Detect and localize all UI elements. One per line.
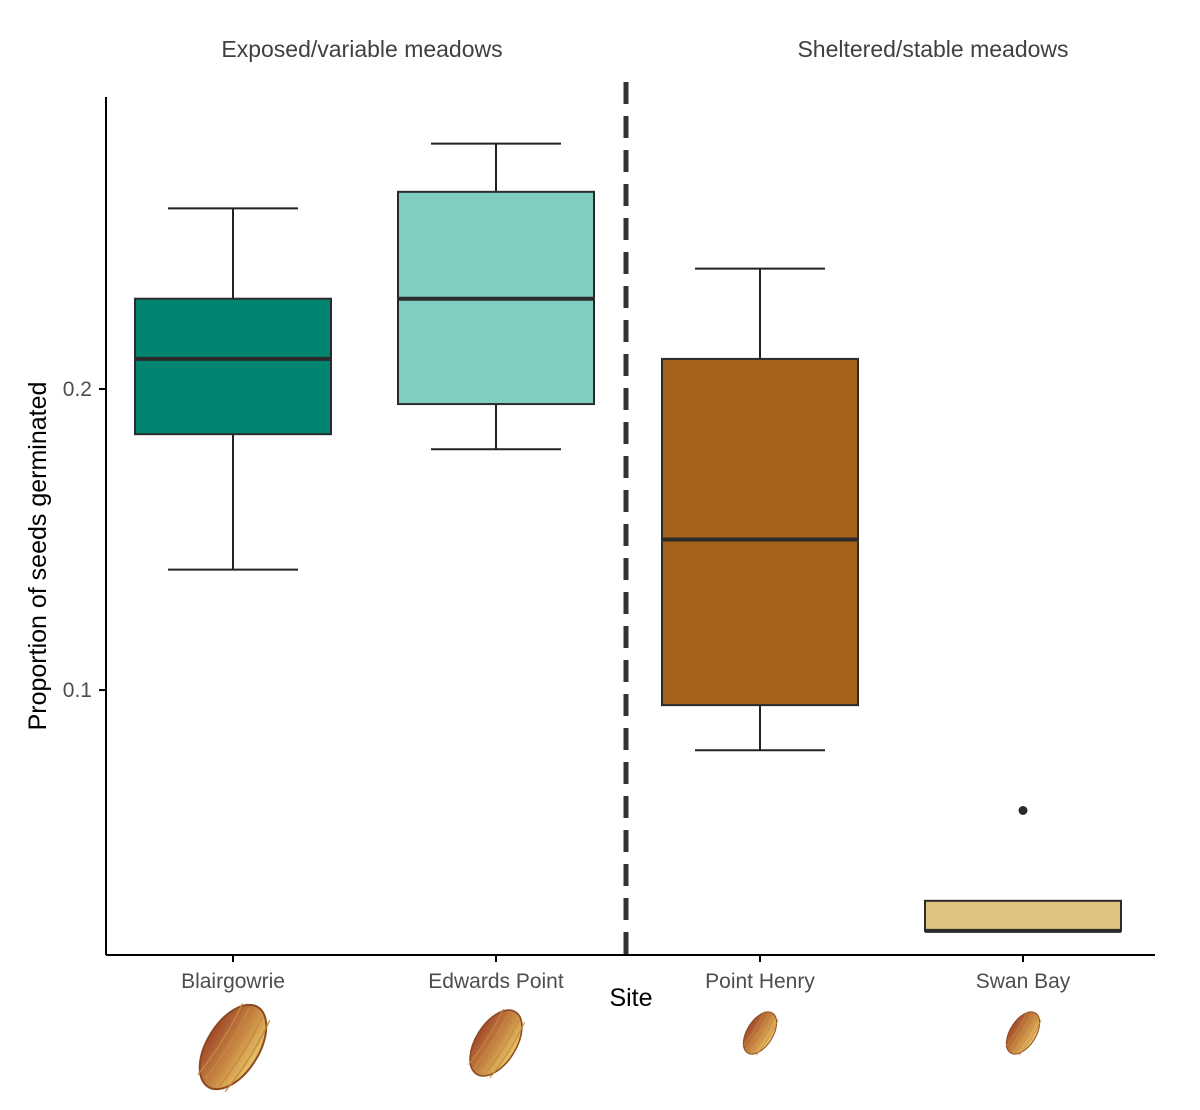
y-tick-label-1: 0.2 xyxy=(63,378,92,401)
group-label-sheltered: Sheltered/stable meadows xyxy=(797,36,1068,62)
x-axis-ticks: Blairgowrie Edwards Point Point Henry Swan … xyxy=(181,955,1071,993)
group-label-exposed: Exposed/variable meadows xyxy=(221,36,502,62)
x-tick-label-swan-bay: Swan Bay xyxy=(976,970,1071,993)
seed-icon-edwards-point xyxy=(468,1008,526,1079)
x-tick-label-point-henry: Point Henry xyxy=(705,970,815,993)
y-tick-label-0: 0.1 xyxy=(63,679,92,702)
seed-icon-point-henry xyxy=(742,1011,779,1056)
iqr-box-point-henry xyxy=(661,357,859,707)
box-blairgowrie xyxy=(134,207,332,571)
box-edwards-point xyxy=(397,142,595,451)
seed-icon-blairgowrie xyxy=(197,1003,271,1093)
box-series xyxy=(134,142,1122,933)
seed-icon-swan-bay xyxy=(1005,1011,1042,1056)
box-swan-bay xyxy=(924,805,1122,933)
seed-icons xyxy=(197,1003,1042,1093)
iqr-box-swan-bay xyxy=(924,899,1122,932)
y-axis-title: Proportion of seeds germinated xyxy=(24,382,52,731)
outlier-point-swan-bay-0 xyxy=(1018,805,1028,815)
iqr-box-blairgowrie xyxy=(134,297,332,436)
x-tick-label-edwards-point: Edwards Point xyxy=(428,970,564,993)
x-tick-label-blairgowrie: Blairgowrie xyxy=(181,970,285,993)
box-point-henry xyxy=(661,267,859,752)
y-axis-ticks: 0.1 0.2 xyxy=(63,378,106,702)
x-axis-title: Site xyxy=(609,984,652,1012)
